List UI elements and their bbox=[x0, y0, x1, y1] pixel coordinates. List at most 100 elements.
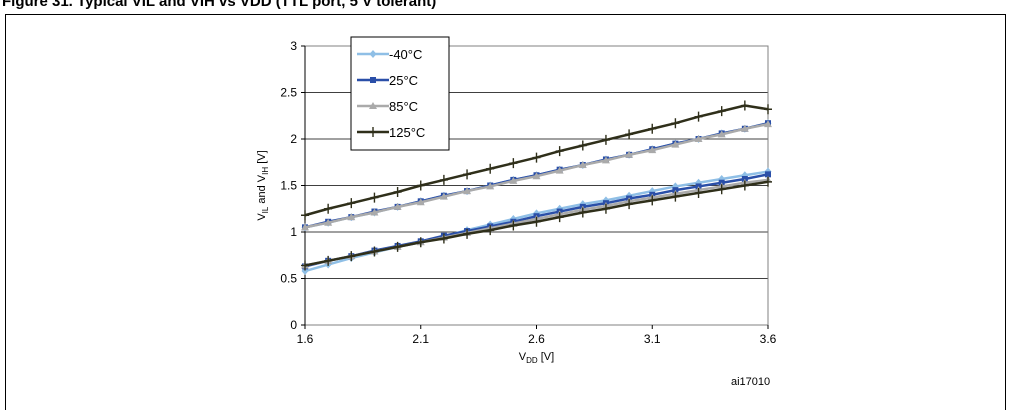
data-point bbox=[301, 223, 309, 231]
data-point bbox=[601, 203, 610, 214]
data-point bbox=[347, 198, 356, 209]
data-point bbox=[671, 191, 680, 202]
legend-box bbox=[350, 36, 450, 151]
data-point bbox=[764, 120, 772, 128]
data-point bbox=[578, 161, 587, 169]
legend-label: 125°C bbox=[389, 125, 425, 140]
data-point bbox=[625, 129, 634, 140]
x-tick-label: 3.1 bbox=[644, 332, 661, 346]
data-point bbox=[764, 104, 772, 115]
x-axis-ticks: 1.6 2.1 2.6 3.1 3.6 bbox=[297, 325, 777, 346]
y-axis-label: VIL and VIH [V] bbox=[256, 150, 270, 220]
legend-item: 85°C bbox=[357, 99, 418, 114]
data-point bbox=[555, 146, 564, 157]
data-point bbox=[509, 176, 518, 184]
data-point bbox=[717, 184, 726, 195]
y-tick-label: 1.5 bbox=[280, 179, 297, 193]
data-point bbox=[740, 180, 749, 191]
data-point bbox=[578, 140, 587, 151]
data-point bbox=[439, 192, 448, 200]
data-point bbox=[486, 163, 495, 174]
legend-label: -40°C bbox=[389, 47, 422, 62]
data-point bbox=[416, 180, 425, 191]
data-point bbox=[486, 182, 495, 190]
data-point bbox=[555, 212, 564, 223]
x-tick-label: 1.6 bbox=[297, 332, 314, 346]
data-point bbox=[509, 158, 518, 169]
data-point bbox=[532, 172, 541, 180]
data-point bbox=[347, 213, 356, 221]
data-point bbox=[439, 174, 448, 185]
data-point bbox=[370, 77, 376, 83]
data-point bbox=[625, 150, 634, 158]
data-point bbox=[439, 233, 448, 244]
x-tick-label: 2.6 bbox=[528, 332, 545, 346]
y-tick-label: 0 bbox=[290, 318, 297, 332]
data-point bbox=[463, 228, 472, 239]
data-point bbox=[463, 187, 472, 195]
data-point bbox=[717, 106, 726, 117]
data-point bbox=[324, 203, 333, 214]
data-point bbox=[764, 176, 772, 187]
data-point bbox=[648, 146, 657, 154]
data-point bbox=[463, 169, 472, 180]
data-point bbox=[324, 218, 333, 226]
legend-label: 25°C bbox=[389, 73, 418, 88]
data-point bbox=[370, 208, 379, 216]
data-point bbox=[625, 199, 634, 210]
data-point bbox=[486, 225, 495, 236]
x-axis-label: VDD [V] bbox=[519, 351, 554, 365]
legend-item: 125°C bbox=[357, 125, 425, 140]
data-point bbox=[717, 130, 726, 138]
data-point bbox=[601, 134, 610, 145]
y-tick-label: 1 bbox=[290, 225, 297, 239]
data-point bbox=[416, 198, 425, 206]
legend-item: -40°C bbox=[357, 47, 422, 62]
series-plus85-vih bbox=[301, 120, 772, 231]
figure-caption: Figure 31. Typical VIL and VIH vs VDD (T… bbox=[2, 0, 437, 10]
data-point bbox=[532, 216, 541, 227]
data-point bbox=[671, 140, 680, 148]
data-point bbox=[301, 210, 309, 221]
data-point bbox=[347, 251, 356, 262]
data-point bbox=[369, 102, 377, 109]
data-point bbox=[369, 127, 377, 137]
x-tick-label: 2.1 bbox=[412, 332, 429, 346]
data-point bbox=[694, 111, 703, 122]
data-point bbox=[555, 166, 564, 174]
figure-id: ai17010 bbox=[731, 376, 770, 388]
data-point bbox=[369, 50, 377, 58]
legend: -40°C 25°C 85°C 125°C bbox=[350, 36, 450, 151]
data-point bbox=[740, 100, 749, 111]
series-plus125-vih bbox=[301, 100, 772, 221]
data-point bbox=[324, 255, 333, 266]
data-point bbox=[671, 118, 680, 129]
data-point bbox=[578, 207, 587, 218]
data-point bbox=[370, 192, 379, 203]
y-tick-label: 2.5 bbox=[280, 86, 297, 100]
data-point bbox=[416, 237, 425, 248]
y-tick-label: 3 bbox=[290, 39, 297, 53]
data-point bbox=[740, 124, 749, 132]
data-point bbox=[694, 135, 703, 142]
data-point bbox=[765, 171, 771, 178]
data-point bbox=[648, 123, 657, 134]
data-point bbox=[694, 187, 703, 198]
legend-label: 85°C bbox=[389, 99, 418, 114]
data-point bbox=[393, 187, 402, 198]
y-tick-label: 0.5 bbox=[280, 272, 297, 286]
data-point bbox=[509, 220, 518, 231]
y-tick-label: 2 bbox=[290, 132, 297, 146]
series-plus125-vil bbox=[301, 176, 772, 271]
series-group bbox=[301, 100, 772, 276]
figure-frame bbox=[5, 14, 1006, 410]
y-axis-ticks: 0 0.5 1 1.5 2 2.5 3 bbox=[280, 39, 306, 332]
data-point bbox=[648, 195, 657, 206]
x-tick-label: 3.6 bbox=[760, 332, 777, 346]
legend-item: 25°C bbox=[357, 73, 418, 88]
data-point bbox=[601, 156, 610, 164]
data-point bbox=[393, 202, 402, 210]
data-point bbox=[532, 152, 541, 163]
data-point bbox=[301, 260, 309, 271]
